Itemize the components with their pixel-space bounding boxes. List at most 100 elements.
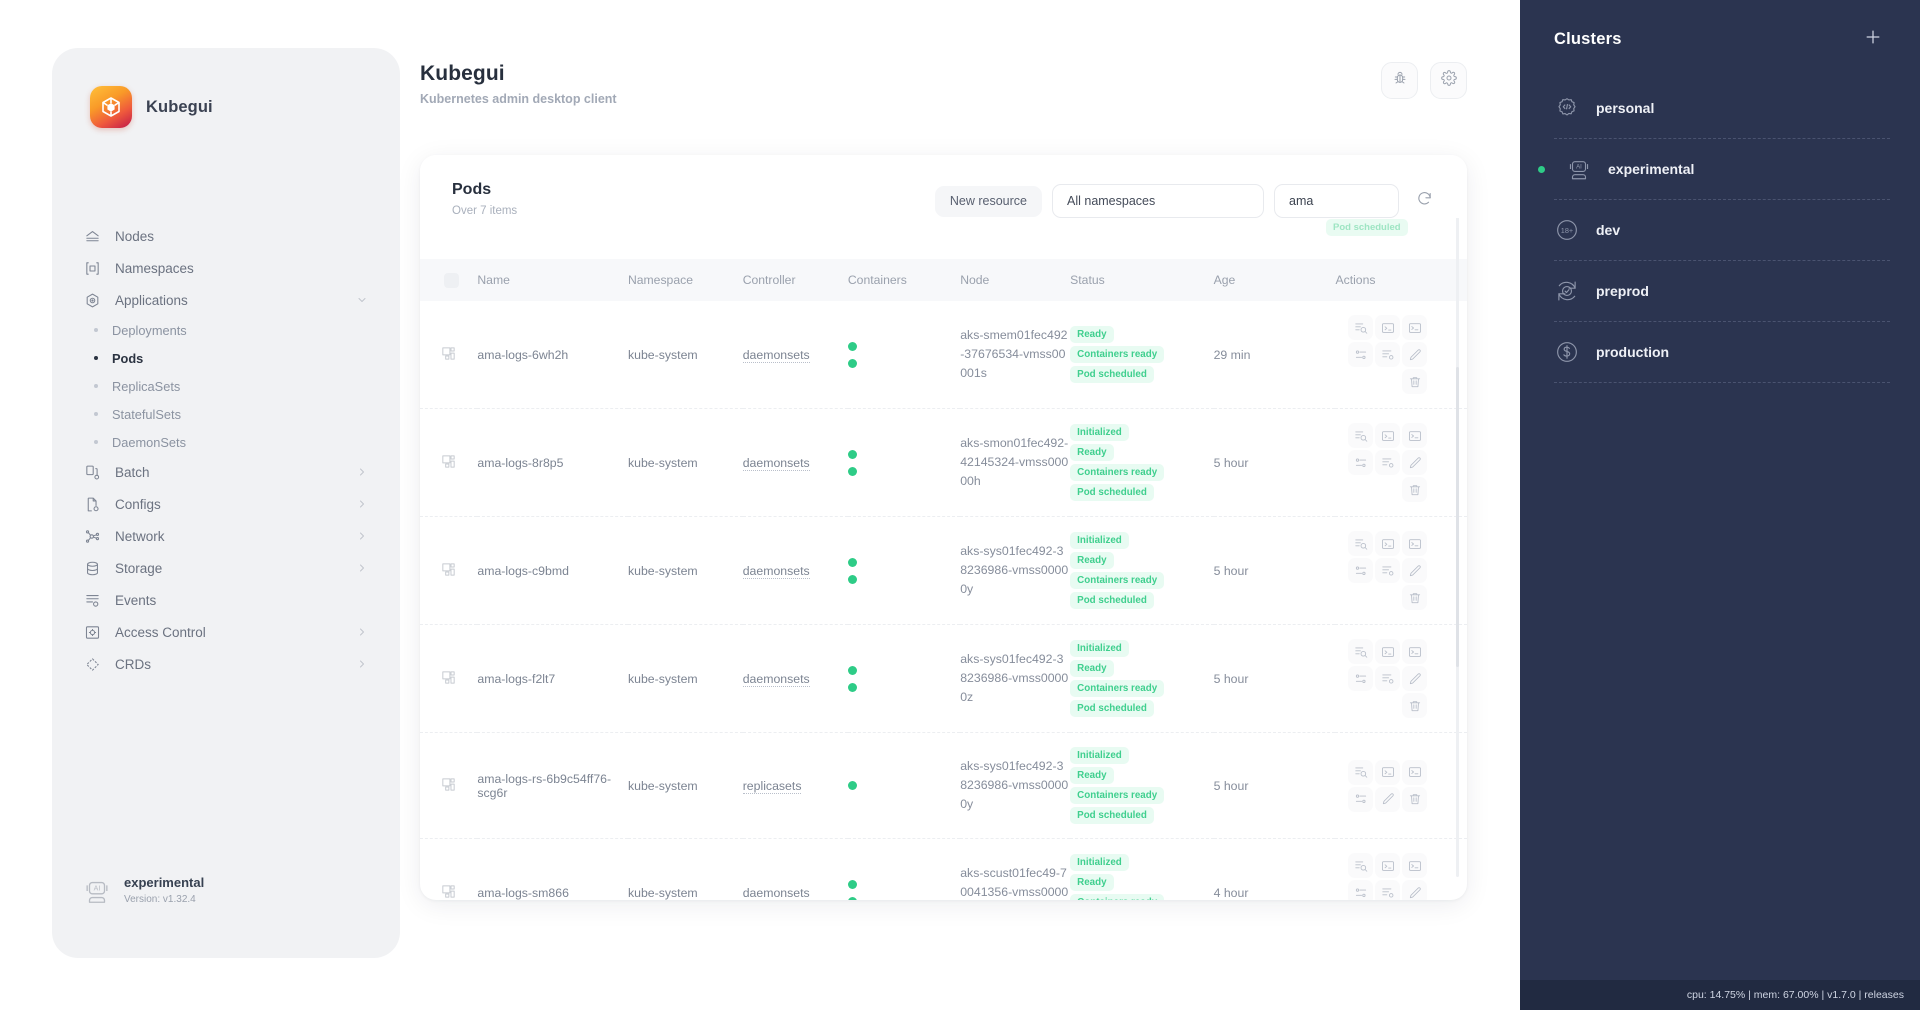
cell-name[interactable]: ama-logs-rs-6b9c54ff76-scg6r [477, 732, 628, 839]
attributes-button[interactable] [1348, 666, 1374, 691]
settings-button[interactable] [1430, 62, 1467, 99]
log-search-button[interactable] [1348, 423, 1374, 448]
sidebar-item-statefulsets[interactable]: StatefulSets [64, 400, 388, 428]
sidebar-item-access-control[interactable]: Access Control [64, 616, 388, 648]
edit-button[interactable] [1375, 786, 1401, 812]
namespace-select[interactable]: All namespaces [1052, 184, 1264, 218]
attributes-button[interactable] [1348, 880, 1374, 900]
edit-button[interactable] [1402, 666, 1428, 691]
table-row[interactable]: ama-logs-6wh2h kube-system daemonsets aks-s… [420, 301, 1467, 409]
log-search-button[interactable] [1348, 759, 1374, 785]
refresh-button[interactable] [1411, 188, 1437, 214]
sidebar-item-configs[interactable]: Configs [64, 488, 388, 520]
sidebar-item-deployments[interactable]: Deployments [64, 316, 388, 344]
edit-button[interactable] [1402, 450, 1428, 475]
terminal-alt-button[interactable] [1402, 759, 1428, 785]
log-search-button[interactable] [1348, 639, 1374, 664]
events-list-button[interactable] [1375, 342, 1401, 367]
terminal-alt-button[interactable] [1402, 315, 1428, 340]
log-search-button[interactable] [1348, 853, 1374, 878]
cell-controller[interactable]: daemonsets [742, 516, 848, 625]
table-row[interactable]: ama-logs-sm866 kube-system daemonsets aks-s… [420, 839, 1467, 900]
cluster-item-preprod[interactable]: preprod [1536, 261, 1890, 321]
terminal-button[interactable] [1375, 759, 1401, 785]
attributes-button[interactable] [1348, 558, 1374, 583]
terminal-button[interactable] [1375, 315, 1401, 340]
terminal-alt-button[interactable] [1402, 853, 1428, 878]
cell-controller[interactable]: daemonsets [742, 624, 848, 733]
search-input[interactable]: ama [1274, 184, 1399, 218]
select-all-checkbox[interactable] [444, 272, 459, 288]
column-header-containers[interactable]: Containers [847, 259, 961, 301]
cell-name[interactable]: ama-logs-6wh2h [477, 301, 628, 409]
sidebar-footer-cluster[interactable]: AI experimental Version: v1.32.4 [52, 875, 400, 958]
attributes-button[interactable] [1348, 786, 1374, 812]
sidebar-item-events[interactable]: Events [64, 584, 388, 616]
delete-button[interactable] [1402, 585, 1428, 610]
controller-link[interactable]: daemonsets [742, 671, 810, 687]
edit-button[interactable] [1402, 342, 1428, 367]
add-cluster-button[interactable] [1862, 28, 1884, 50]
terminal-button[interactable] [1375, 423, 1401, 448]
sidebar-item-batch[interactable]: Batch [64, 456, 388, 488]
table-row[interactable]: ama-logs-8r8p5 kube-system daemonsets aks-s… [420, 408, 1467, 517]
terminal-button[interactable] [1375, 531, 1401, 556]
edit-button[interactable] [1402, 558, 1428, 583]
log-search-button[interactable] [1348, 531, 1374, 556]
terminal-button[interactable] [1375, 853, 1401, 878]
delete-button[interactable] [1402, 369, 1428, 394]
terminal-button[interactable] [1375, 639, 1401, 664]
column-header-age[interactable]: Age [1213, 259, 1336, 301]
cluster-item-production[interactable]: production [1536, 322, 1890, 382]
cell-name[interactable]: ama-logs-8r8p5 [477, 408, 628, 517]
sidebar-item-namespaces[interactable]: Namespaces [64, 252, 388, 284]
column-header-node[interactable]: Node [960, 259, 1071, 301]
sidebar-item-crds[interactable]: CRDs [64, 648, 388, 680]
sidebar-item-replicasets[interactable]: ReplicaSets [64, 372, 388, 400]
table-row[interactable]: ama-logs-f2lt7 kube-system daemonsets aks-s… [420, 624, 1467, 733]
cluster-item-personal[interactable]: personal [1536, 78, 1890, 138]
delete-button[interactable] [1402, 477, 1428, 502]
delete-button[interactable] [1402, 693, 1428, 718]
sidebar-item-nodes[interactable]: Nodes [64, 220, 388, 252]
events-list-button[interactable] [1375, 880, 1401, 900]
delete-button[interactable] [1402, 786, 1428, 812]
cell-controller[interactable]: daemonsets [742, 408, 848, 517]
events-list-button[interactable] [1375, 558, 1401, 583]
cluster-item-experimental[interactable]: AI experimental [1536, 139, 1890, 199]
sidebar-item-pods[interactable]: Pods [64, 344, 388, 372]
bug-button[interactable] [1381, 62, 1418, 99]
events-list-button[interactable] [1375, 450, 1401, 475]
table-row[interactable]: ama-logs-c9bmd kube-system daemonsets aks-s… [420, 516, 1467, 625]
attributes-button[interactable] [1348, 342, 1374, 367]
attributes-button[interactable] [1348, 450, 1374, 475]
terminal-alt-button[interactable] [1402, 639, 1428, 664]
column-header-name[interactable]: Name [477, 259, 628, 301]
sidebar-item-network[interactable]: Network [64, 520, 388, 552]
table-scrollbar[interactable] [1456, 217, 1459, 877]
edit-button[interactable] [1402, 880, 1428, 900]
column-header-namespace[interactable]: Namespace [627, 259, 743, 301]
new-resource-button[interactable]: New resource [934, 185, 1042, 217]
cell-controller[interactable]: daemonsets [742, 839, 848, 900]
log-search-button[interactable] [1348, 315, 1374, 340]
cluster-item-dev[interactable]: 18+ dev [1536, 200, 1890, 260]
sidebar-item-storage[interactable]: Storage [64, 552, 388, 584]
controller-link[interactable]: daemonsets [742, 347, 810, 363]
column-header-status[interactable]: Status [1070, 259, 1214, 301]
cell-controller[interactable]: replicasets [742, 732, 848, 839]
cell-name[interactable]: ama-logs-sm866 [477, 885, 569, 900]
terminal-alt-button[interactable] [1402, 531, 1428, 556]
controller-link[interactable]: replicasets [742, 778, 802, 794]
sidebar-item-applications[interactable]: Applications [64, 284, 388, 316]
controller-link[interactable]: daemonsets [742, 885, 810, 900]
sidebar-item-daemonsets[interactable]: DaemonSets [64, 428, 388, 456]
cell-controller[interactable]: daemonsets [742, 301, 848, 409]
column-header-controller[interactable]: Controller [742, 259, 848, 301]
controller-link[interactable]: daemonsets [742, 563, 810, 579]
cell-name[interactable]: ama-logs-c9bmd [477, 516, 628, 625]
controller-link[interactable]: daemonsets [742, 455, 810, 471]
events-list-button[interactable] [1375, 666, 1401, 691]
cell-name[interactable]: ama-logs-f2lt7 [477, 624, 628, 733]
table-scrollbar-thumb[interactable] [1456, 367, 1459, 667]
